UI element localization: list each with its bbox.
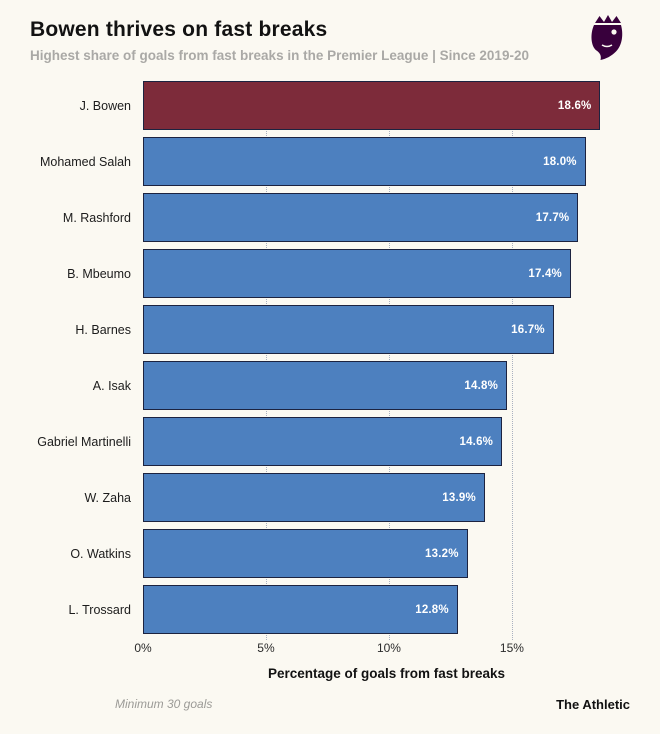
x-tick-label: 10% (376, 641, 401, 655)
player-label: B. Mbeumo (67, 266, 131, 281)
premier-league-logo-icon (591, 15, 623, 60)
x-tick-label: 15% (499, 641, 524, 655)
chart-title: Bowen thrives on fast breaks (30, 18, 328, 41)
player-label: M. Rashford (62, 210, 131, 225)
bar-row: Mohamed Salah 18.0% (30, 137, 630, 186)
bar-track: 18.0% (143, 137, 630, 186)
player-label: Mohamed Salah (39, 154, 131, 169)
bar-value-label: 14.8% (464, 379, 499, 392)
bar-track: 12.8% (143, 585, 630, 634)
bar-row: H. Barnes 16.7% (30, 305, 630, 354)
x-axis-label: Percentage of goals from fast breaks (267, 666, 506, 681)
bar-value-label: 13.2% (425, 547, 459, 560)
header: Bowen thrives on fast breaks Highest sha… (30, 15, 630, 63)
bar-value-label: 16.7% (511, 323, 545, 336)
bar-track: 13.9% (143, 473, 630, 522)
bar-row: O. Watkins 13.2% (30, 529, 630, 578)
bar-row: A. Isak 14.8% (30, 361, 630, 410)
bar: 14.8% (143, 361, 508, 410)
player-label: L. Trossard (68, 602, 131, 617)
bar-row: J. Bowen 18.6% (30, 81, 630, 130)
bar-rows: J. Bowen 18.6% Mohamed Salah 18.0% M. Rashfo… (30, 81, 630, 640)
bar-track: 16.7% (143, 305, 630, 354)
bar-value-label: 18.0% (543, 155, 577, 168)
bar-row: Gabriel Martinelli 14.6% (30, 417, 630, 466)
bar-value-label: 12.8% (415, 603, 449, 616)
bar-track: 14.8% (143, 361, 630, 410)
bar-row: W. Zaha 13.9% (30, 473, 630, 522)
bar-track: 14.6% (143, 417, 630, 466)
bar: 18.0% (143, 137, 586, 186)
bar-value-label: 18.6% (557, 99, 592, 112)
bar-value-label: 14.6% (459, 435, 494, 448)
player-label: H. Barnes (75, 322, 131, 337)
bar-track: 18.6% (143, 81, 630, 130)
bar-chart: J. Bowen 18.6% Mohamed Salah 18.0% M. Rashfo… (30, 81, 630, 681)
bar-track: 17.4% (143, 249, 630, 298)
bar: 13.2% (143, 529, 468, 578)
bar: 14.6% (143, 417, 503, 466)
bar: 13.9% (143, 473, 485, 522)
bar-row: L. Trossard 12.8% (30, 585, 630, 634)
bar-value-label: 17.7% (535, 211, 570, 224)
player-label: A. Isak (92, 378, 131, 393)
player-label: Gabriel Martinelli (37, 434, 131, 449)
bar: 18.6% (143, 81, 601, 130)
gridline (511, 81, 513, 640)
bar-track: 17.7% (143, 193, 630, 242)
x-ticks: 0% 5% 10% 15% (134, 641, 630, 657)
x-tick-label: 5% (257, 641, 275, 655)
bar: 17.7% (143, 193, 579, 242)
gridline (388, 81, 390, 640)
bar-value-label: 13.9% (442, 491, 476, 504)
x-tick-label: 0% (134, 641, 152, 655)
player-label: W. Zaha (84, 490, 131, 505)
bar: 17.4% (143, 249, 571, 298)
gridline (265, 81, 267, 640)
bar: 12.8% (143, 585, 458, 634)
footnote: Minimum 30 goals (115, 697, 213, 711)
bar-row: M. Rashford 17.7% (30, 193, 630, 242)
player-label: O. Watkins (70, 546, 131, 561)
gridlines (143, 81, 630, 640)
bar-row: B. Mbeumo 17.4% (30, 249, 630, 298)
player-label: J. Bowen (79, 98, 131, 113)
bar: 16.7% (143, 305, 554, 354)
brand-logo: The Athletic (556, 697, 630, 712)
bar-value-label: 17.4% (528, 267, 562, 280)
bar-track: 13.2% (143, 529, 630, 578)
chart-subtitle: Highest share of goals from fast breaks … (30, 48, 529, 63)
